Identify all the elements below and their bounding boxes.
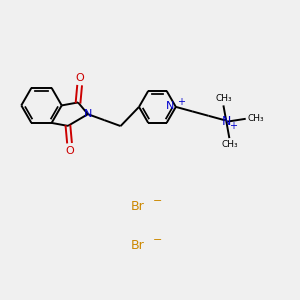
Text: O: O — [65, 146, 74, 156]
Text: CH₃: CH₃ — [221, 140, 238, 149]
Text: CH₃: CH₃ — [215, 94, 232, 103]
Text: O: O — [75, 73, 84, 82]
Text: +: + — [229, 121, 237, 131]
Text: Br: Br — [131, 200, 145, 213]
Text: N: N — [166, 101, 174, 111]
Text: N: N — [84, 109, 92, 119]
Text: CH₃: CH₃ — [247, 114, 264, 123]
Text: +: + — [177, 97, 185, 106]
Text: N: N — [222, 115, 231, 128]
Text: Br: Br — [131, 238, 145, 252]
Text: −: − — [153, 235, 162, 245]
Text: −: − — [153, 196, 162, 206]
